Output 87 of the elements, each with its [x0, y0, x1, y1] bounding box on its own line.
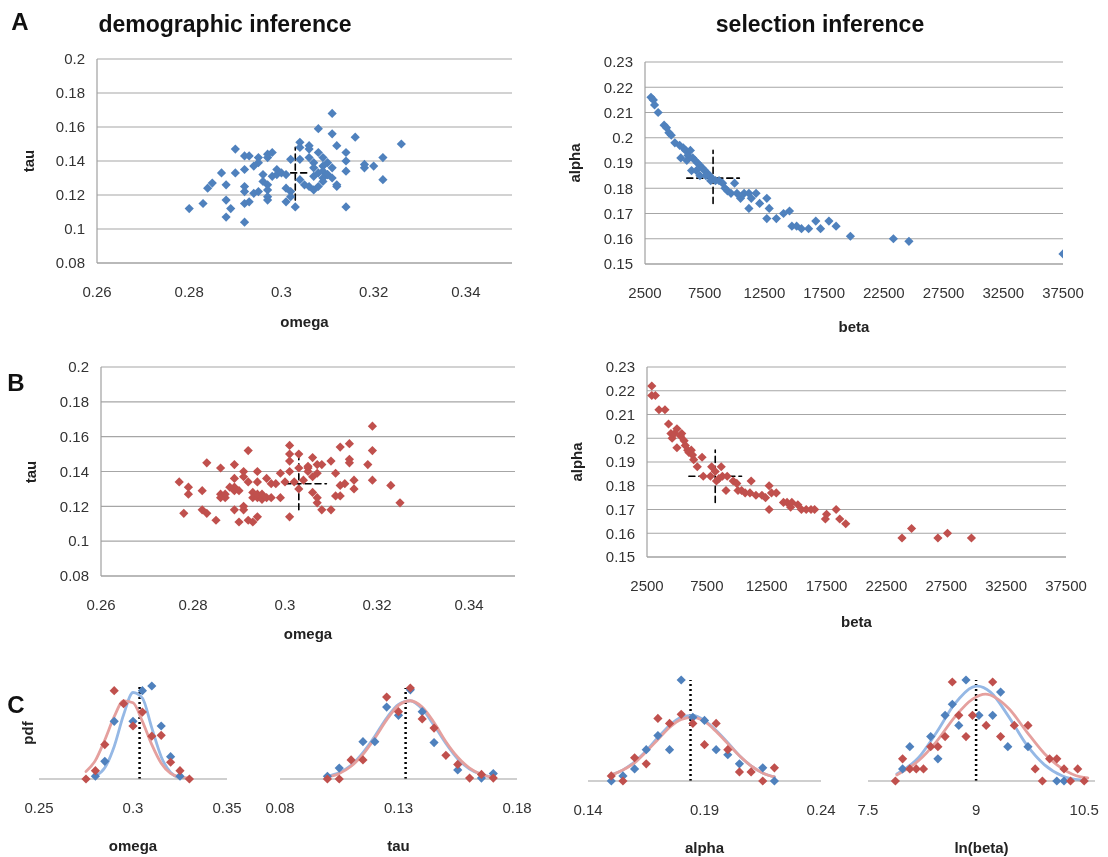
x-tick-label: 0.19	[689, 800, 720, 818]
y-tick-label: 0.22	[605, 382, 635, 400]
y-tick-label: 0.14	[59, 462, 89, 480]
y-tick-label: 0.2	[614, 429, 635, 447]
x-axis-title: beta	[838, 318, 871, 335]
y-tick-label: 0.18	[603, 179, 633, 197]
x-tick-label: 0.32	[359, 282, 389, 300]
y-axis-title: pdf	[18, 720, 36, 745]
x-tick-label: 0.28	[178, 595, 208, 613]
x-tick-label: 0.18	[502, 798, 532, 816]
x-tick-label: 2500	[630, 576, 664, 594]
x-tick-label: 0.34	[454, 595, 484, 613]
y-tick-label: 0.15	[605, 548, 635, 566]
y-tick-label: 0.16	[605, 524, 635, 542]
x-tick-label: 0.26	[86, 595, 116, 613]
y-tick-label: 0.21	[603, 103, 633, 121]
x-axis-title: ln(beta)	[954, 839, 1009, 856]
x-tick-label: 0.3	[122, 798, 144, 816]
y-axis-title: alpha	[567, 442, 585, 482]
y-tick-label: 0.23	[603, 53, 633, 71]
x-tick-label: 12500	[743, 283, 786, 301]
x-tick-label: 0.14	[573, 800, 603, 818]
y-tick-label: 0.15	[603, 255, 633, 273]
x-tick-label: 7500	[688, 283, 722, 301]
x-tick-label: 0.08	[265, 798, 295, 816]
y-tick-label: 0.16	[55, 118, 85, 136]
x-tick-label: 27500	[922, 283, 965, 301]
x-tick-label: 0.3	[274, 595, 296, 613]
y-tick-label: 0.17	[605, 500, 635, 518]
y-tick-label: 0.12	[59, 497, 89, 515]
x-tick-label: 0.28	[174, 282, 204, 300]
y-tick-label: 0.2	[68, 358, 89, 376]
x-tick-label: 7.5	[857, 800, 879, 818]
y-axis-title: alpha	[565, 143, 583, 183]
y-axis-title: tau	[21, 460, 39, 483]
x-tick-label: 37500	[1045, 576, 1087, 594]
x-tick-label: 0.3	[271, 282, 292, 300]
x-tick-label: 22500	[863, 283, 905, 301]
text: A	[11, 8, 29, 36]
x-tick-label: 32500	[982, 283, 1025, 301]
y-tick-label: 0.2	[612, 129, 633, 147]
x-axis-title: alpha	[684, 839, 725, 856]
y-tick-label: 0.17	[603, 204, 633, 222]
x-tick-label: 37500	[1042, 283, 1084, 301]
x-tick-label: 0.13	[383, 798, 414, 816]
x-tick-label: 27500	[925, 576, 968, 594]
x-tick-label: 2500	[628, 283, 662, 301]
x-tick-label: 22500	[865, 576, 908, 594]
x-tick-label: 0.24	[806, 800, 836, 818]
y-tick-label: 0.23	[605, 358, 635, 376]
x-axis-title: tau	[387, 837, 410, 854]
x-tick-label: 0.25	[24, 798, 54, 816]
x-tick-label: 17500	[805, 576, 848, 594]
y-tick-label: 0.16	[59, 427, 89, 445]
y-tick-label: 0.22	[603, 78, 633, 96]
y-tick-label: 0.08	[55, 254, 85, 272]
x-tick-label: 0.26	[82, 282, 112, 300]
x-axis-title: omega	[280, 313, 330, 330]
x-tick-label: 9	[971, 800, 981, 818]
y-tick-label: 0.19	[605, 453, 635, 471]
x-tick-label: 7500	[690, 576, 724, 594]
y-tick-label: 0.18	[605, 477, 635, 495]
y-tick-label: 0.18	[59, 393, 89, 411]
y-tick-label: 0.1	[68, 532, 89, 550]
x-axis-title: beta	[841, 613, 873, 630]
text: B	[7, 369, 25, 397]
y-tick-label: 0.21	[605, 405, 635, 423]
x-tick-label: 0.35	[212, 798, 242, 816]
y-tick-label: 0.16	[603, 230, 633, 248]
text: C	[7, 691, 25, 719]
y-tick-label: 0.18	[55, 84, 85, 102]
x-tick-label: 32500	[985, 576, 1027, 594]
y-axis-title: tau	[19, 149, 37, 173]
y-tick-label: 0.14	[55, 152, 85, 170]
x-axis-title: omega	[108, 837, 158, 854]
y-tick-label: 0.2	[64, 50, 85, 68]
x-tick-label: 12500	[745, 576, 788, 594]
chart-title: selection inference	[715, 10, 925, 38]
x-tick-label: 0.34	[451, 282, 481, 300]
y-tick-label: 0.19	[603, 154, 633, 172]
chart-title: demographic inference	[98, 10, 352, 38]
y-tick-label: 0.1	[64, 220, 85, 238]
x-tick-label: 10.5	[1069, 800, 1099, 818]
x-tick-label: 17500	[803, 283, 845, 301]
y-tick-label: 0.12	[55, 186, 85, 204]
x-tick-label: 0.32	[362, 595, 392, 613]
x-axis-title: omega	[283, 625, 333, 642]
